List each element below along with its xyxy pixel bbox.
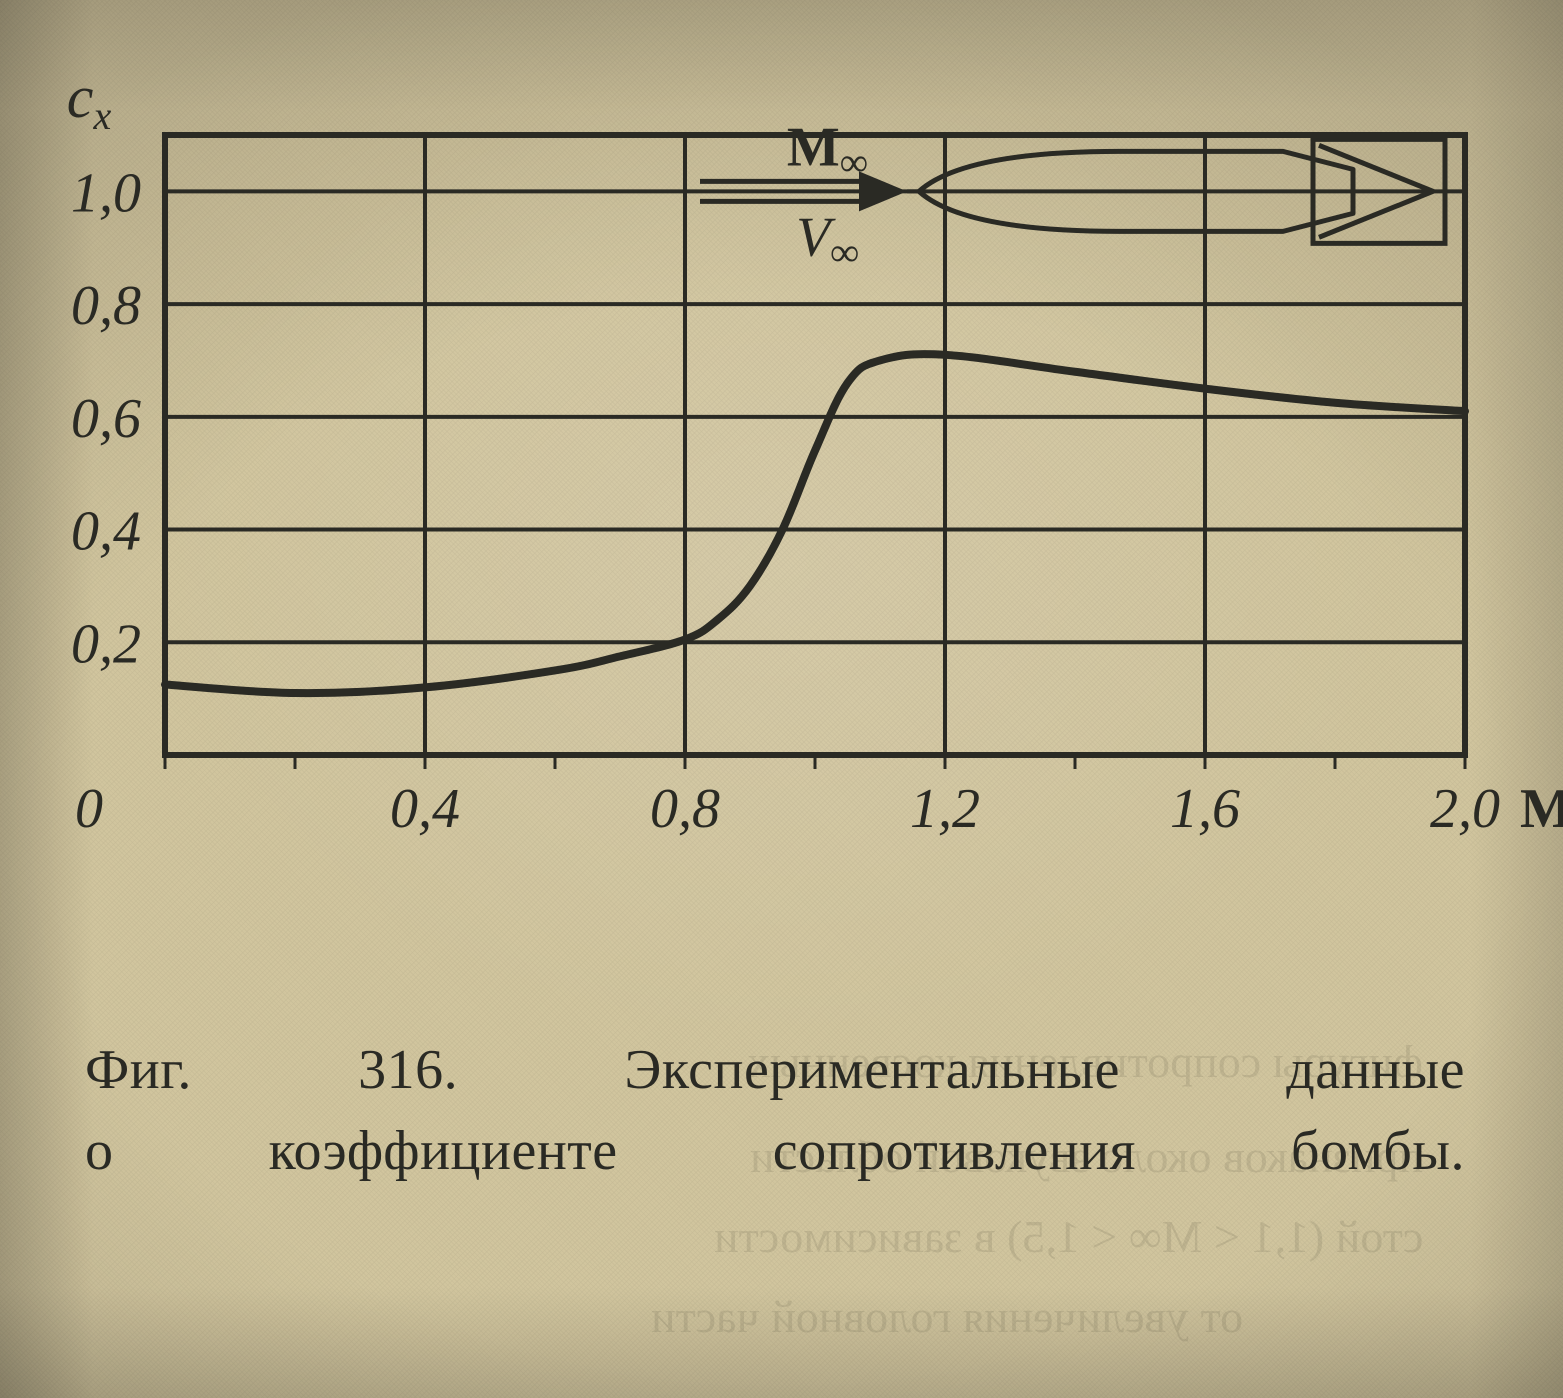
y-tick-label: 0,8 — [71, 275, 141, 337]
inset-label-mach: M∞ — [787, 116, 868, 184]
y-tick-label: 0,2 — [71, 613, 141, 675]
page-background: фигуры сопротивления косвенных признаков… — [0, 0, 1563, 1398]
y-tick-label: 0,6 — [71, 388, 141, 450]
caption-line-1: Фиг. 316. Экспериментальные данные — [85, 1039, 1465, 1101]
x-tick-label: 2,0 — [1430, 778, 1500, 840]
caption-line-2: о коэффициенте сопротивления бомбы. — [85, 1120, 1465, 1182]
ghost-line: стой (1,1 < M∞ < 1,5) в зависимости — [714, 1210, 1423, 1263]
x-tick-label: 0,4 — [390, 778, 460, 840]
drag-coefficient-chart: 0,2 0,4 0,6 0,8 1,0 cx 0 0,4 0,8 1,2 1,6 2,0 M∞ M∞ V∞ — [0, 0, 1563, 900]
figure-caption: Фиг. 316. Экспериментальные данные о коэ… — [85, 1030, 1465, 1192]
x-tick-label: 1,6 — [1170, 778, 1240, 840]
x-tick-label: 1,2 — [910, 778, 980, 840]
inset-label-velocity: V∞ — [796, 206, 859, 274]
ghost-line: от увеличения головной части — [651, 1290, 1243, 1343]
y-axis-label: cx — [67, 64, 112, 138]
x-tick-label: 0,8 — [650, 778, 720, 840]
x-tick-label: 0 — [75, 778, 103, 840]
y-tick-label: 0,4 — [71, 501, 141, 563]
x-axis-label: M∞ — [1520, 778, 1563, 848]
y-tick-label: 1,0 — [71, 162, 141, 224]
